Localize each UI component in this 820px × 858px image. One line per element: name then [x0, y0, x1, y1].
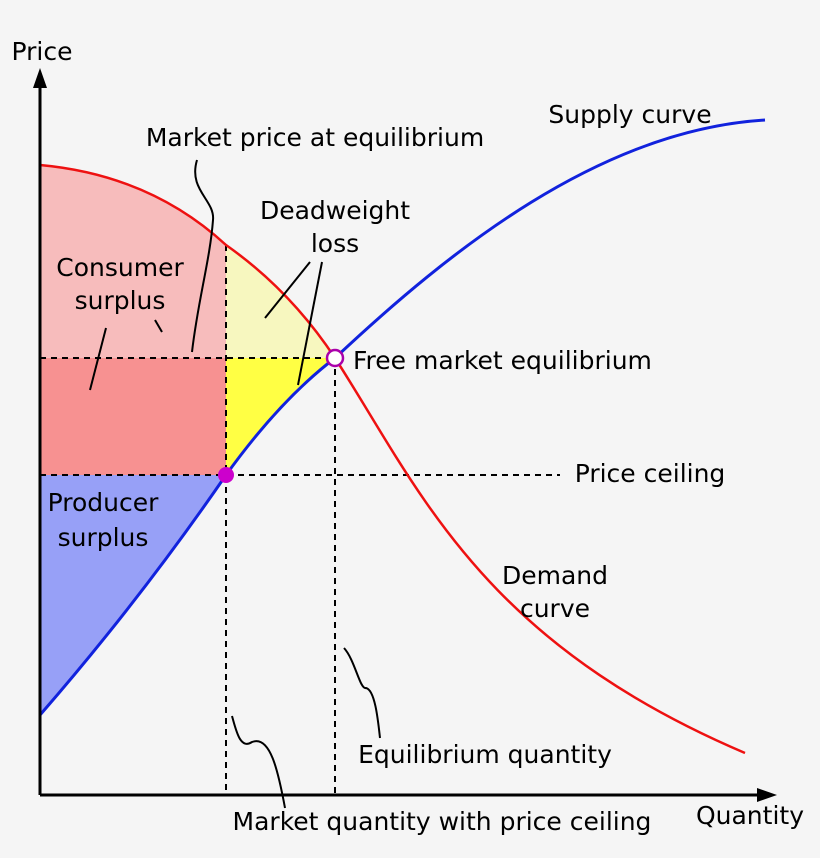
- price-ceiling-point: [218, 467, 234, 483]
- leader-equilibrium-quantity: [343, 647, 381, 739]
- market-price-label: Market price at equilibrium: [146, 123, 484, 152]
- demand-label: Demand: [502, 561, 608, 590]
- y-axis-arrow: [33, 68, 47, 88]
- leader-deadweight-lower: [297, 261, 323, 386]
- y-axis-label: Price: [12, 37, 73, 66]
- leader-consumer-upper: [154, 319, 163, 333]
- deadweight-label: loss: [311, 229, 359, 258]
- supply-label: Supply curve: [548, 100, 711, 129]
- demand-curve: [39, 163, 746, 755]
- deadweight-loss-lower: [226, 358, 335, 475]
- equilibrium-quantity-label: Equilibrium quantity: [358, 740, 612, 769]
- market-quantity-label: Market quantity with price ceiling: [233, 807, 652, 836]
- consumer-surplus-label: Consumer: [56, 253, 184, 282]
- leader-market-price: [191, 159, 215, 353]
- leader-deadweight-upper: [264, 261, 311, 319]
- deadweight-loss-upper: [226, 245, 335, 358]
- leader-market-quantity: [231, 715, 286, 809]
- equilibrium-label: Free market equilibrium: [353, 346, 652, 375]
- consumer-surplus-transfer: [40, 358, 226, 475]
- consumer-surplus-upper: [40, 165, 226, 358]
- producer-surplus: [40, 475, 226, 715]
- x-axis-label: Quantity: [696, 801, 804, 830]
- price-ceiling-label: Price ceiling: [575, 459, 726, 488]
- deadweight-label: Deadweight: [260, 196, 410, 225]
- x-axis-arrow: [757, 788, 777, 802]
- consumer-surplus-label: surplus: [75, 286, 166, 315]
- leader-consumer-lower: [89, 327, 107, 391]
- producer-surplus-label: surplus: [58, 523, 149, 552]
- demand-label: curve: [520, 594, 590, 623]
- producer-surplus-label: Producer: [48, 488, 160, 517]
- free-market-equilibrium-point: [325, 348, 345, 368]
- supply-curve: [38, 118, 766, 716]
